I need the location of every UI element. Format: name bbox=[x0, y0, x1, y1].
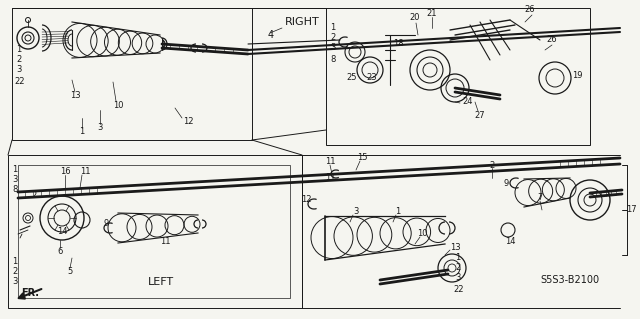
Text: 1: 1 bbox=[12, 166, 17, 174]
Text: 11: 11 bbox=[324, 158, 335, 167]
Text: 14: 14 bbox=[505, 238, 515, 247]
Text: RIGHT: RIGHT bbox=[285, 17, 320, 27]
Text: 10: 10 bbox=[417, 229, 428, 239]
Text: 22: 22 bbox=[14, 78, 24, 86]
Text: 1: 1 bbox=[330, 24, 335, 33]
Text: 5: 5 bbox=[67, 268, 72, 277]
Text: 1: 1 bbox=[79, 128, 84, 137]
Text: 2: 2 bbox=[31, 190, 36, 199]
Text: 11: 11 bbox=[160, 238, 170, 247]
Text: 3: 3 bbox=[353, 207, 358, 217]
Text: 9: 9 bbox=[104, 219, 109, 228]
Text: 2: 2 bbox=[16, 56, 21, 64]
Text: 2: 2 bbox=[455, 263, 460, 272]
Text: 21: 21 bbox=[427, 9, 437, 18]
Text: 3: 3 bbox=[455, 273, 460, 283]
Text: 4: 4 bbox=[268, 30, 274, 40]
Text: 8: 8 bbox=[330, 56, 335, 64]
Text: 18: 18 bbox=[393, 40, 403, 48]
Text: 3: 3 bbox=[12, 175, 17, 184]
Text: 6: 6 bbox=[58, 248, 63, 256]
Text: 14: 14 bbox=[57, 227, 67, 236]
Text: 22: 22 bbox=[453, 286, 463, 294]
Text: FR.: FR. bbox=[21, 288, 39, 298]
Text: 1: 1 bbox=[16, 46, 21, 55]
Text: 3: 3 bbox=[12, 278, 17, 286]
Text: 9: 9 bbox=[504, 179, 509, 188]
Text: 13: 13 bbox=[450, 243, 460, 253]
Text: 3: 3 bbox=[16, 65, 21, 75]
Text: 3: 3 bbox=[97, 123, 102, 132]
Text: 2: 2 bbox=[490, 160, 495, 169]
Text: 8: 8 bbox=[12, 186, 17, 195]
Text: 27: 27 bbox=[475, 110, 485, 120]
Text: 13: 13 bbox=[70, 91, 80, 100]
Text: 17: 17 bbox=[626, 205, 637, 214]
Text: 10: 10 bbox=[113, 100, 124, 109]
Text: 16: 16 bbox=[60, 167, 70, 176]
Text: 20: 20 bbox=[410, 13, 420, 23]
Text: S5S3-B2100: S5S3-B2100 bbox=[540, 275, 599, 285]
Text: 3: 3 bbox=[330, 43, 335, 53]
Text: 26: 26 bbox=[547, 35, 557, 44]
Text: 12: 12 bbox=[301, 196, 311, 204]
Text: 2: 2 bbox=[12, 268, 17, 277]
Text: 7: 7 bbox=[538, 194, 543, 203]
Text: 24: 24 bbox=[463, 98, 473, 107]
Text: LEFT: LEFT bbox=[148, 277, 174, 287]
Text: 19: 19 bbox=[572, 70, 582, 79]
Text: 15: 15 bbox=[356, 153, 367, 162]
Text: 1: 1 bbox=[396, 207, 401, 217]
Text: 11: 11 bbox=[80, 167, 90, 176]
Text: 1: 1 bbox=[12, 257, 17, 266]
Text: 12: 12 bbox=[183, 117, 193, 127]
Text: 23: 23 bbox=[367, 73, 378, 83]
Text: 2: 2 bbox=[330, 33, 335, 42]
Text: 25: 25 bbox=[347, 73, 357, 83]
Text: 1: 1 bbox=[455, 254, 460, 263]
Text: 26: 26 bbox=[525, 5, 535, 14]
Text: 11: 11 bbox=[324, 174, 335, 182]
